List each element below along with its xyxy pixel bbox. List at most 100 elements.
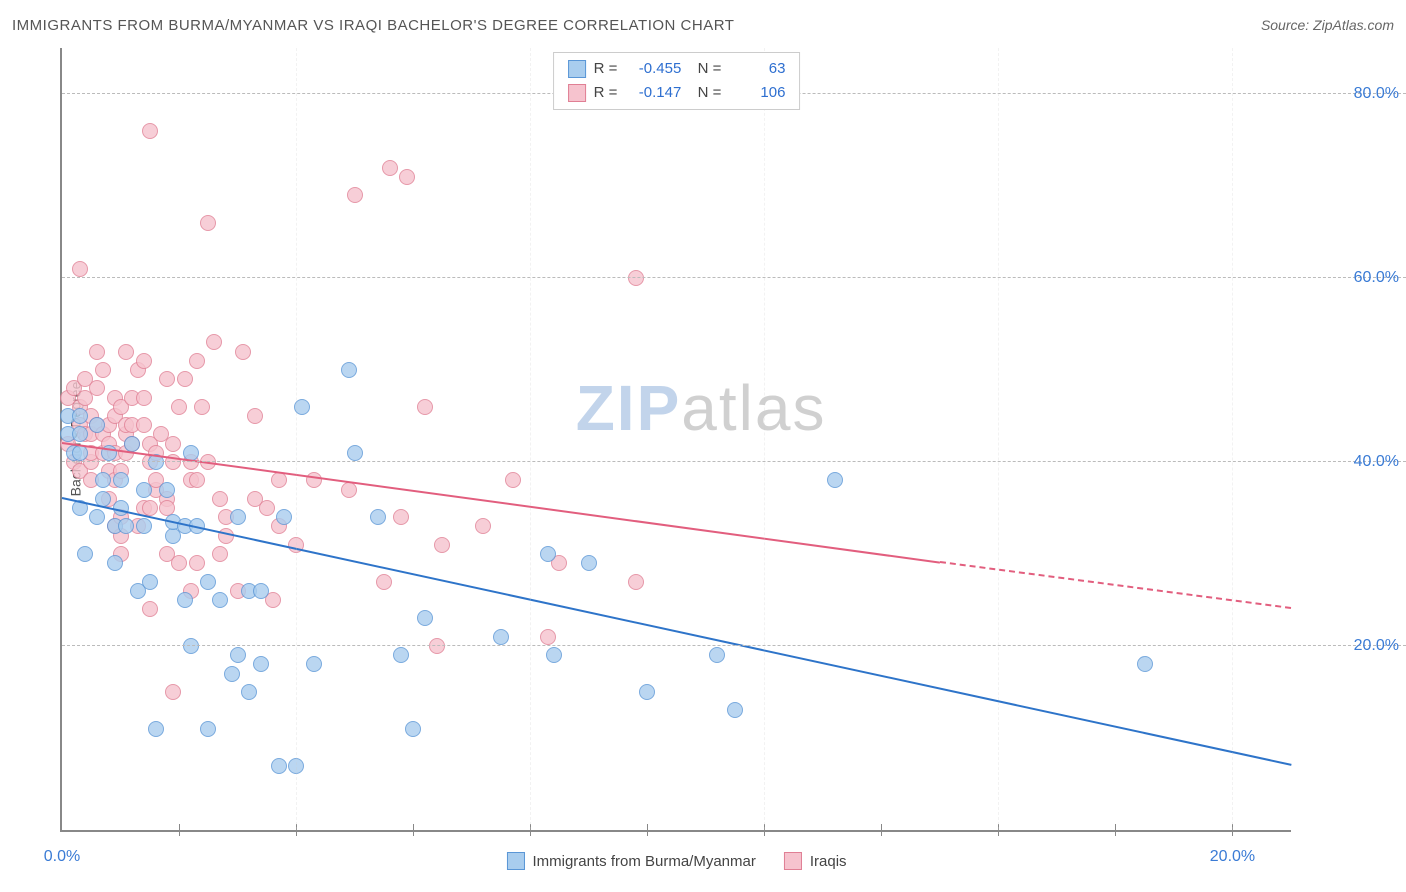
scatter-point-burma [124,436,140,452]
scatter-point-burma [1137,656,1153,672]
scatter-point-burma [113,472,129,488]
scatter-point-burma [72,426,88,442]
legend-label-burma: Immigrants from Burma/Myanmar [532,853,755,870]
scatter-point-burma [77,546,93,562]
scatter-point-iraqi [628,574,644,590]
scatter-point-iraqi [189,472,205,488]
scatter-point-iraqi [194,399,210,415]
scatter-point-burma [89,509,105,525]
gridline-h [62,645,1406,646]
x-tick [881,824,882,836]
scatter-point-burma [639,684,655,700]
scatter-point-burma [581,555,597,571]
legend-stats-row-1: R = -0.147 N = 106 [568,81,786,105]
scatter-point-iraqi [382,160,398,176]
scatter-point-iraqi [177,371,193,387]
scatter-point-iraqi [95,362,111,378]
scatter-point-burma [271,758,287,774]
x-tick-label: 0.0% [44,848,80,866]
scatter-point-iraqi [341,482,357,498]
scatter-point-iraqi [399,169,415,185]
plot-area: Bachelor's Degree ZIPatlas R = -0.455 N … [60,48,1291,832]
scatter-point-burma [200,721,216,737]
x-tick [179,824,180,836]
scatter-point-burma [230,647,246,663]
r-label: R = [594,81,618,105]
x-tick [647,824,648,836]
scatter-point-iraqi [189,353,205,369]
scatter-point-burma [136,482,152,498]
scatter-point-burma [72,408,88,424]
scatter-point-iraqi [165,684,181,700]
scatter-point-iraqi [142,123,158,139]
scatter-point-iraqi [136,390,152,406]
y-tick-label: 80.0% [1354,85,1399,103]
scatter-point-burma [276,509,292,525]
scatter-point-iraqi [159,371,175,387]
x-tick [413,824,414,836]
scatter-point-iraqi [259,500,275,516]
n-label: N = [689,57,721,81]
scatter-point-iraqi [118,344,134,360]
scatter-point-iraqi [89,344,105,360]
scatter-point-burma [540,546,556,562]
scatter-point-burma [241,684,257,700]
trend-line [62,497,1291,766]
scatter-point-iraqi [171,555,187,571]
scatter-point-iraqi [189,555,205,571]
x-tick-label: 20.0% [1210,848,1255,866]
scatter-point-iraqi [628,270,644,286]
scatter-point-iraqi [206,334,222,350]
chart-title: IMMIGRANTS FROM BURMA/MYANMAR VS IRAQI B… [12,17,734,34]
legend-series: Immigrants from Burma/Myanmar Iraqis [506,852,846,870]
chart-container: IMMIGRANTS FROM BURMA/MYANMAR VS IRAQI B… [0,0,1406,892]
n-label: N = [689,81,721,105]
n-value-0: 63 [729,57,785,81]
scatter-point-iraqi [212,546,228,562]
scatter-point-burma [393,647,409,663]
scatter-point-iraqi [89,380,105,396]
scatter-point-iraqi [540,629,556,645]
scatter-point-iraqi [376,574,392,590]
scatter-point-iraqi [171,399,187,415]
scatter-point-iraqi [417,399,433,415]
scatter-point-iraqi [142,601,158,617]
gridline-h [62,277,1406,278]
scatter-point-burma [306,656,322,672]
legend-stats-row-0: R = -0.455 N = 63 [568,57,786,81]
swatch-burma [568,60,586,78]
scatter-point-iraqi [434,537,450,553]
swatch-burma [506,852,524,870]
scatter-point-burma [224,666,240,682]
scatter-point-burma [709,647,725,663]
plot-canvas [62,48,1291,830]
gridline-h [62,461,1406,462]
scatter-point-burma [142,574,158,590]
scatter-point-burma [370,509,386,525]
scatter-point-iraqi [475,518,491,534]
title-bar: IMMIGRANTS FROM BURMA/MYANMAR VS IRAQI B… [12,10,1394,40]
scatter-point-burma [177,592,193,608]
scatter-point-iraqi [142,500,158,516]
scatter-point-iraqi [429,638,445,654]
trend-line [62,442,940,564]
scatter-point-burma [159,482,175,498]
swatch-iraqi [568,84,586,102]
scatter-point-burma [136,518,152,534]
scatter-point-burma [89,417,105,433]
swatch-iraqi [784,852,802,870]
gridline-v [530,48,531,830]
scatter-point-iraqi [136,353,152,369]
gridline-v [764,48,765,830]
scatter-point-burma [341,362,357,378]
scatter-point-burma [827,472,843,488]
scatter-point-burma [727,702,743,718]
r-value-0: -0.455 [625,57,681,81]
trend-line [940,561,1291,609]
x-tick [1115,824,1116,836]
scatter-point-burma [546,647,562,663]
scatter-point-iraqi [393,509,409,525]
scatter-point-burma [148,721,164,737]
scatter-point-burma [95,472,111,488]
y-tick-label: 20.0% [1354,637,1399,655]
